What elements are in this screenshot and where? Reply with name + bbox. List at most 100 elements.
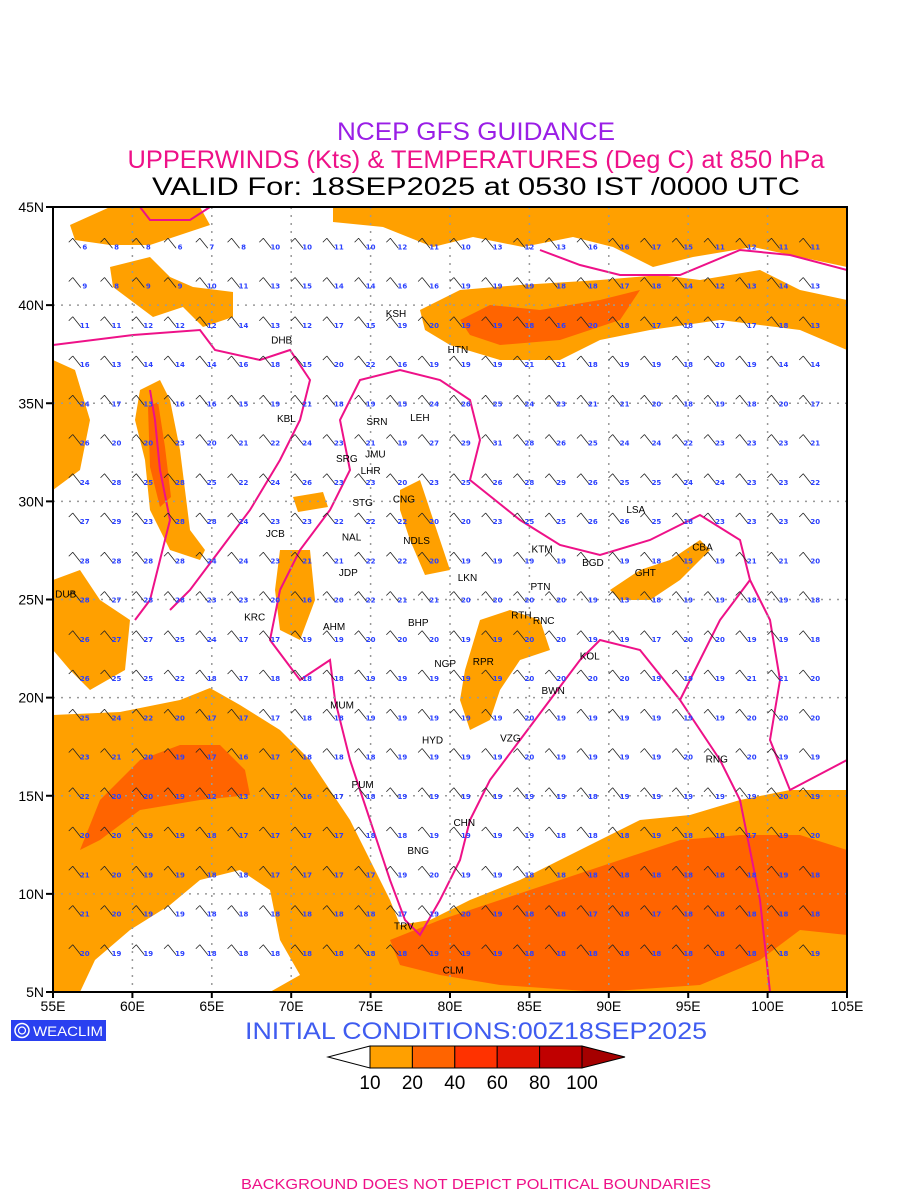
station-label: NAL — [342, 533, 362, 544]
temperature-value: 26 — [80, 440, 90, 448]
temperature-value: 18 — [747, 950, 757, 958]
temperature-value: 28 — [525, 440, 535, 448]
wind-barb-icon — [386, 630, 399, 641]
wind-barb-icon — [640, 708, 653, 720]
wind-barb-icon — [640, 905, 653, 916]
temperature-value: 19 — [556, 714, 566, 722]
wind-barb-icon — [290, 826, 304, 838]
temperature-value: 11 — [429, 243, 439, 251]
temperature-value: 23 — [175, 440, 185, 448]
wind-barb-icon — [290, 277, 304, 288]
wind-barb-icon — [449, 865, 463, 877]
temperature-value: 23 — [270, 557, 280, 565]
temperature-value: 19 — [493, 636, 503, 644]
temperature-value: 18 — [683, 950, 693, 958]
temperature-value: 13 — [810, 322, 820, 330]
wind-barb-icon — [100, 787, 113, 798]
temperature-value: 12 — [143, 322, 153, 330]
temperature-value: 13 — [810, 283, 820, 291]
temperature-value: 12 — [715, 283, 725, 291]
temperature-value: 18 — [302, 754, 312, 762]
wind-barb-icon — [290, 630, 304, 641]
wind-barb-icon — [354, 591, 367, 602]
temperature-shading — [53, 207, 847, 992]
temperature-value: 19 — [397, 714, 407, 722]
wind-barb-icon — [417, 277, 431, 288]
temperature-value: 19 — [429, 754, 439, 762]
temperature-value: 18 — [810, 911, 820, 919]
india-outline — [268, 589, 771, 992]
station-label: KBL — [277, 414, 296, 425]
wind-barb-icon — [608, 826, 621, 838]
colorbar-under-arrow — [326, 1045, 371, 1069]
wind-barb-icon — [417, 434, 431, 445]
temperature-value: 19 — [461, 871, 471, 879]
wind-barb-icon — [449, 434, 463, 445]
temperature-value: 18 — [366, 754, 376, 762]
temperature-value: 20 — [429, 636, 439, 644]
wind-barb-icon — [163, 708, 177, 720]
wind-barb-icon — [195, 865, 209, 877]
temperature-value: 18 — [207, 871, 217, 879]
wind-barb-icon — [417, 316, 431, 327]
temperature-value: 19 — [810, 950, 820, 958]
lat-label: 30N — [18, 493, 44, 509]
temperature-value: 17 — [715, 322, 725, 330]
temperature-value: 16 — [588, 243, 598, 251]
wind-barb-icon — [703, 865, 717, 877]
wind-barb-icon — [767, 394, 780, 406]
map-plot: 6 8 8 6 7 8 10 10 11 10 12 11 10 13 12 13 16 16 17 15 11 12 11… — [52, 206, 848, 993]
temperature-value: 10 — [461, 243, 471, 251]
temperature-value: 18 — [334, 714, 344, 722]
colorbar-swatch — [496, 1045, 541, 1069]
wind-barb-icon — [259, 473, 272, 484]
temperature-value: 10 — [366, 243, 376, 251]
wind-barb-icon — [386, 237, 399, 249]
temperature-value: 18 — [588, 283, 598, 291]
wind-barb-icon — [354, 944, 367, 955]
temperature-value: 21 — [397, 597, 407, 605]
wind-barb-icon — [481, 394, 494, 406]
wind-barb-icon — [386, 394, 399, 406]
temperature-value: 19 — [556, 793, 566, 801]
wind-barb-icon — [481, 551, 494, 563]
temperature-value: 20 — [525, 597, 535, 605]
temperature-value: 19 — [270, 400, 280, 408]
colorbar-swatch — [454, 1045, 498, 1069]
wind-barb-icon — [322, 787, 336, 798]
wind-barb-icon — [100, 748, 113, 759]
wind-barb-icon — [322, 865, 336, 877]
station-label: NDLS — [403, 536, 430, 547]
temperature-value: 19 — [493, 950, 503, 958]
wind-barb-icon — [259, 865, 272, 877]
temperature-value: 21 — [779, 557, 789, 565]
temperature-value: 18 — [270, 675, 280, 683]
wind-barb-icon — [640, 748, 653, 759]
wind-barbs — [68, 237, 812, 955]
wind-barb-icon — [735, 669, 749, 681]
wind-barb-icon — [608, 865, 621, 877]
wind-barb-icon — [386, 669, 399, 681]
wind-barb-icon — [544, 748, 558, 759]
wind-barb-icon — [640, 826, 653, 838]
wind-barb-icon — [386, 473, 399, 484]
wind-barb-icon — [481, 512, 494, 524]
temperature-value: 26 — [80, 675, 90, 683]
wind-barb-icon — [354, 473, 367, 484]
wind-barb-icon — [513, 944, 526, 955]
wind-barb-icon — [640, 434, 653, 445]
temperature-value: 21 — [302, 400, 312, 408]
wind-barb-icon — [544, 551, 558, 563]
wind-barb-icon — [68, 434, 82, 445]
station-label: BNG — [407, 846, 429, 857]
temperature-value: 18 — [525, 911, 535, 919]
wind-barb-icon — [322, 905, 336, 916]
temperature-value: 19 — [556, 557, 566, 565]
temperature-value: 19 — [715, 597, 725, 605]
temperature-value: 22 — [397, 518, 407, 526]
temperature-value: 21 — [80, 871, 90, 879]
temperature-value: 20 — [525, 636, 535, 644]
temperature-value: 6 — [178, 243, 183, 251]
wind-barb-icon — [227, 551, 240, 563]
temperature-value: 16 — [80, 361, 90, 369]
